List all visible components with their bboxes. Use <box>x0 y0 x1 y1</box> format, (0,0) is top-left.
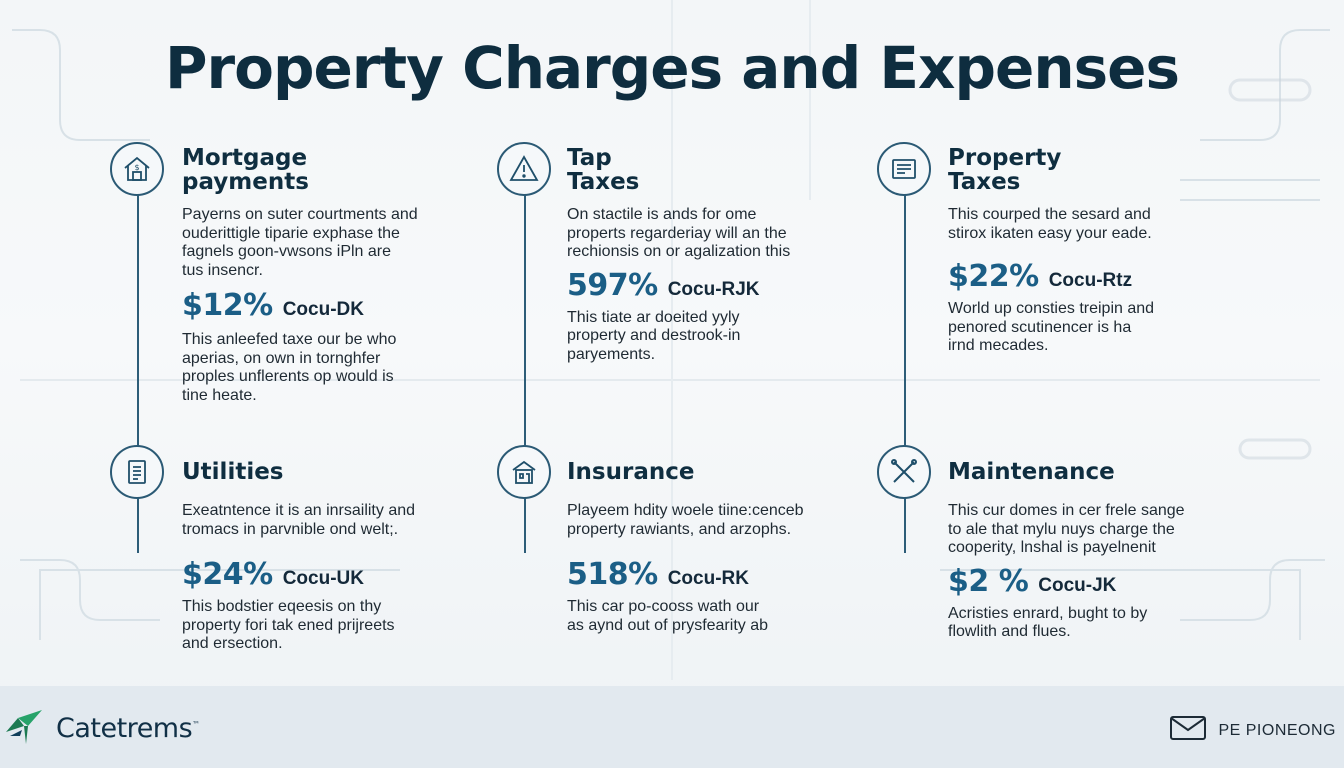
card-stat: 597% Cocu-RJK <box>567 268 867 303</box>
stat-code: Cocu-RJK <box>667 278 760 300</box>
card-utilities: Utilities Exeatntence it is an inrsailit… <box>182 460 482 654</box>
card-title: Utilities <box>182 459 284 485</box>
stat-code: Cocu-Rtz <box>1048 270 1133 291</box>
timeline-line <box>137 193 139 553</box>
card-stat: $22% Cocu-Rtz <box>948 259 1248 294</box>
card-tap-taxes: Tap Taxes On stactile is ands for ome pr… <box>567 146 867 364</box>
stat-value: $24% <box>182 557 273 592</box>
brand-logo[interactable]: Catetrems™ <box>4 706 200 751</box>
card-note: This tiate ar doeited yyly property and … <box>567 308 741 363</box>
stat-value: $22% <box>948 259 1039 294</box>
card-title: Property Taxes <box>948 145 1062 195</box>
card-note: This bodstier eqeesis on thy property fo… <box>182 598 395 652</box>
document-list-icon <box>877 142 931 196</box>
contact-label: PE PIONEONG <box>1218 721 1336 739</box>
card-insurance: Insurance Playeem hdity woele tiine:cenc… <box>567 460 867 635</box>
card-title: Tap Taxes <box>567 145 640 195</box>
house-dollar-icon: $ <box>110 142 164 196</box>
card-note: This anleefed taxe our be who aperias, o… <box>182 331 397 404</box>
card-note: Acristies enrard, bught to by flowlith a… <box>948 604 1148 641</box>
stat-value: $2 % <box>948 563 1029 599</box>
card-description: Payerns on suter courtments and ouderitt… <box>182 206 418 279</box>
card-description: Playeem hdity woele tiine:cenceb propert… <box>567 502 804 538</box>
card-stat: 518% Cocu-RK <box>567 557 867 592</box>
card-description: Exeatntence it is an inrsaility and trom… <box>182 502 416 538</box>
card-title: Maintenance <box>948 459 1115 485</box>
crossed-tools-icon <box>877 445 931 499</box>
stat-value: $12% <box>182 288 273 323</box>
timeline-line <box>904 193 906 553</box>
svg-text:$: $ <box>134 163 139 172</box>
card-stat: $24% Cocu-UK <box>182 557 482 592</box>
card-note: World up consties treipin and penored sc… <box>948 300 1155 354</box>
stat-code: Cocu-UK <box>282 568 364 589</box>
card-stat: $2 % Cocu-JK <box>948 564 1248 599</box>
stat-code: Cocu-RK <box>667 568 749 589</box>
clipboard-icon <box>110 445 164 499</box>
stat-code: Cocu-JK <box>1038 574 1117 596</box>
footer: Catetrems™ PE PIONEONG <box>0 686 1344 768</box>
house-building-icon <box>497 445 551 499</box>
contact-block[interactable]: PE PIONEONG <box>1170 716 1336 745</box>
warning-triangle-icon <box>497 142 551 196</box>
card-description: This courped the sesard and stirox ikate… <box>948 206 1152 242</box>
card-title: Insurance <box>567 459 695 485</box>
card-description: On stactile is ands for ome properts reg… <box>567 206 791 260</box>
stat-code: Cocu-DK <box>282 299 364 320</box>
card-description: This cur domes in cer frele sange to ale… <box>948 502 1185 556</box>
brand-trademark: ™ <box>192 720 200 729</box>
card-title: Mortgage payments <box>182 145 309 195</box>
stat-value: 518% <box>567 557 658 592</box>
card-maintenance: Maintenance This cur domes in cer frele … <box>948 460 1248 642</box>
card-note: This car po-cooss wath our as aynd out o… <box>567 598 768 634</box>
stat-value: 597% <box>567 267 658 303</box>
timeline-line <box>524 193 526 553</box>
brand-mark-icon <box>4 706 46 751</box>
card-mortgage-payments: Mortgage payments Payerns on suter court… <box>182 146 482 405</box>
page-title: Property Charges and Expenses <box>164 34 1180 102</box>
envelope-icon <box>1170 716 1207 745</box>
card-property-taxes: Property Taxes This courped the sesard a… <box>948 146 1248 356</box>
brand-name: Catetrems™ <box>56 713 200 744</box>
card-stat: $12% Cocu-DK <box>182 288 482 323</box>
